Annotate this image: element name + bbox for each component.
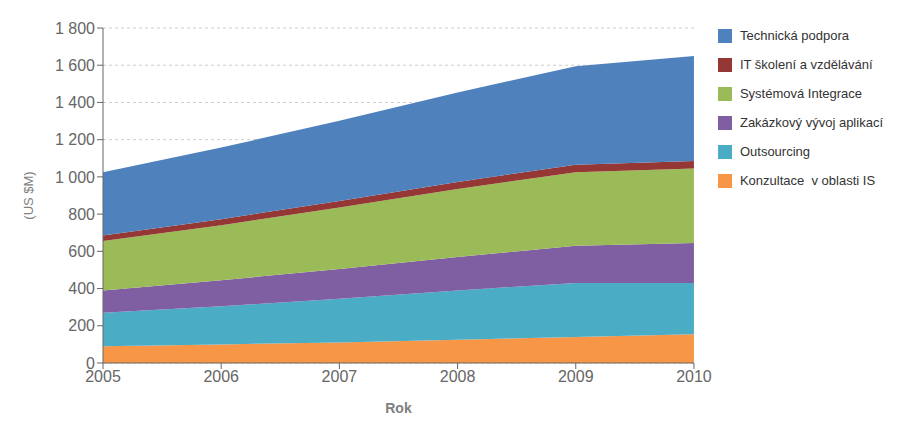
svg-text:2009: 2009 — [558, 368, 594, 385]
svg-text:2005: 2005 — [85, 368, 121, 386]
svg-text:800: 800 — [68, 206, 95, 223]
html-text:Outsourcing: Outsourcing — [739, 144, 810, 159]
svg-text:200: 200 — [68, 317, 95, 334]
svg-text:2010: 2010 — [676, 368, 712, 385]
html-text:IT školení a vzdělávání: IT školení a vzdělávání — [739, 57, 873, 72]
svg-text:(US $M): (US $M) — [21, 171, 36, 219]
html-text:Konzultace v oblasti IS: Konzultace v oblasti IS — [739, 173, 876, 188]
html-text:Technická podpora: Technická podpora — [739, 28, 850, 43]
svg-text:1 200: 1 200 — [55, 131, 95, 148]
svg-text:1 600: 1 600 — [55, 57, 95, 74]
svg-text:1 800: 1 800 — [55, 20, 95, 37]
svg-text:600: 600 — [68, 243, 95, 260]
svg-text:400: 400 — [68, 280, 95, 297]
svg-text:2006: 2006 — [203, 368, 239, 385]
html-text:Zakázkový vývoj aplikací: Zakázkový vývoj aplikací — [739, 115, 883, 130]
svg-text:Rok: Rok — [385, 400, 412, 416]
html-text:Systémová Integrace: Systémová Integrace — [739, 86, 863, 101]
svg-text:0: 0 — [86, 355, 95, 372]
svg-text:1 400: 1 400 — [55, 94, 95, 111]
svg-text:2007: 2007 — [322, 368, 358, 385]
svg-text:2008: 2008 — [440, 368, 476, 385]
svg-text:1 000: 1 000 — [55, 169, 95, 186]
